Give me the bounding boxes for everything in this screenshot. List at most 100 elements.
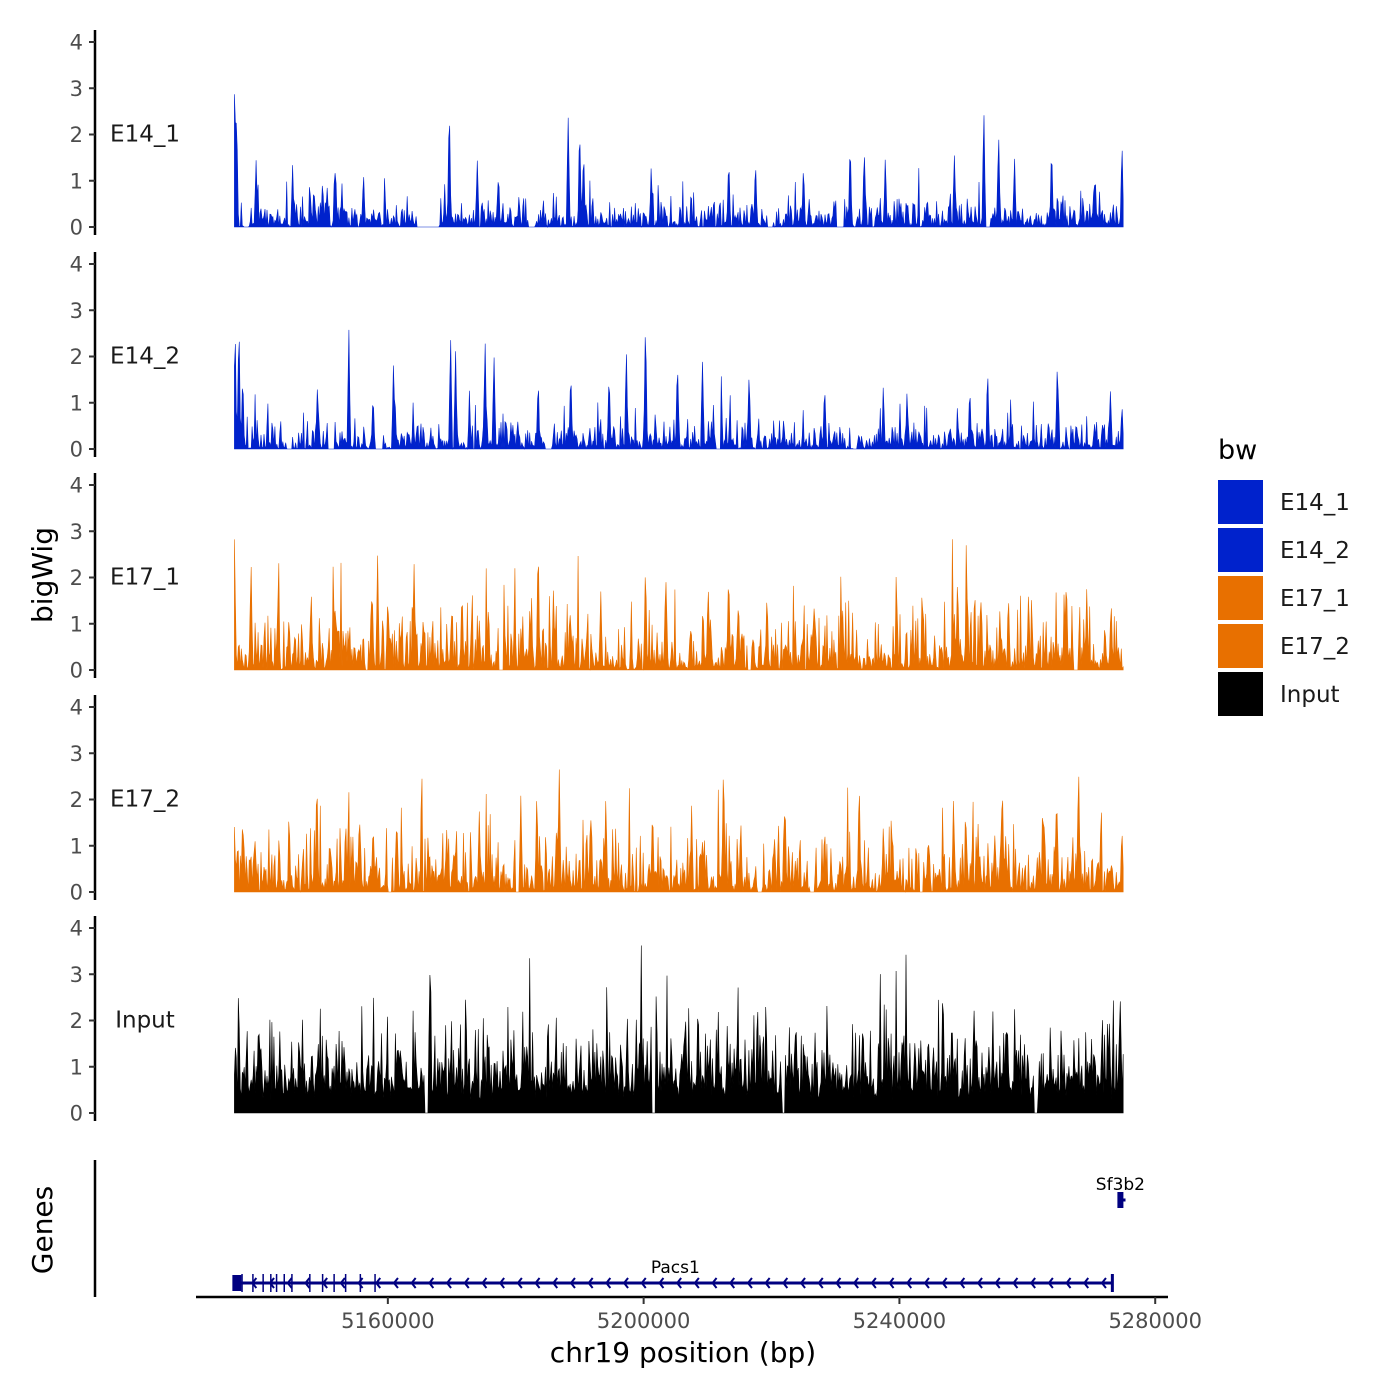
y-tick-label: 2 — [70, 1009, 83, 1033]
y-tick-label: 1 — [70, 391, 83, 415]
track-E14_2: 0 1 2 3 4 E14_2 — [70, 252, 1124, 462]
strand-arrow — [994, 1277, 1001, 1289]
track-label: E14_1 — [110, 122, 180, 148]
strand-arrow — [728, 1277, 736, 1289]
gene-exon — [232, 1275, 242, 1291]
strand-arrow — [286, 1277, 293, 1289]
legend-swatch — [1218, 576, 1263, 620]
track-label: E17_1 — [110, 565, 180, 591]
strand-arrow — [1065, 1277, 1072, 1289]
x-tick-label: 5200000 — [597, 1309, 691, 1333]
coverage-area — [234, 329, 1124, 451]
y-tick-label: 1 — [70, 1055, 83, 1079]
x-axis: 5160000 5200000 5240000 5280000 — [196, 1295, 1202, 1333]
legend-item: E17_2 — [1218, 624, 1350, 668]
strand-arrow — [1100, 1277, 1107, 1289]
track-E14_1: 0 1 2 3 4 E14_1 — [70, 30, 1124, 240]
strand-arrow — [852, 1277, 859, 1289]
strand-arrow — [339, 1277, 346, 1289]
gene-label: Pacs1 — [651, 1258, 700, 1278]
strand-arrow — [622, 1277, 629, 1289]
genes-axis-title: Genes — [26, 1186, 59, 1274]
legend-label: E17_1 — [1280, 586, 1350, 612]
y-tick-label: 0 — [70, 216, 83, 240]
y-tick-label: 3 — [70, 963, 83, 987]
track-label: E17_2 — [110, 787, 180, 813]
strand-arrow — [746, 1277, 753, 1289]
y-tick-label: 3 — [70, 299, 83, 323]
strand-arrow — [835, 1277, 842, 1289]
strand-arrow — [959, 1277, 966, 1289]
legend-item: E14_1 — [1218, 480, 1350, 524]
strand-arrow — [463, 1277, 470, 1289]
strand-arrow — [410, 1277, 417, 1289]
legend-swatch — [1218, 624, 1263, 668]
legend-swatch — [1218, 480, 1263, 524]
y-tick-label: 0 — [70, 1102, 83, 1126]
strand-arrow — [905, 1277, 913, 1289]
legend: bw E14_1 E14_2 E17_1 E17_2 Input — [1218, 435, 1350, 716]
y-tick-label: 2 — [70, 345, 83, 369]
y-tick-label: 1 — [70, 612, 83, 636]
strand-arrow — [764, 1277, 771, 1289]
strand-arrow — [392, 1277, 399, 1289]
strand-arrow — [481, 1277, 488, 1289]
y-tick-label: 4 — [70, 474, 83, 498]
strand-arrow — [1029, 1277, 1036, 1289]
track-E17_2: 0 1 2 3 4 E17_2 — [70, 695, 1124, 905]
strand-arrow — [870, 1277, 877, 1289]
x-tick-label: 5160000 — [341, 1309, 435, 1333]
genes-track: Pacs1 Sf3b2 — [93, 1160, 1145, 1297]
strand-arrow — [658, 1277, 665, 1289]
legend-label: E14_2 — [1280, 538, 1350, 564]
legend-label: Input — [1280, 682, 1340, 708]
strand-arrow — [587, 1277, 594, 1289]
strand-arrow — [428, 1277, 435, 1289]
strand-arrow — [799, 1277, 806, 1289]
legend-swatch — [1218, 672, 1263, 716]
legend-swatch — [1218, 528, 1263, 572]
track-label: E14_2 — [110, 344, 180, 370]
coverage-area — [234, 539, 1124, 671]
y-tick-label: 3 — [70, 520, 83, 544]
strand-arrow — [569, 1277, 576, 1289]
y-tick-label: 1 — [70, 834, 83, 858]
y-tick-label: 1 — [70, 169, 83, 193]
gene-label: Sf3b2 — [1096, 1175, 1145, 1195]
coverage-area — [234, 945, 1124, 1114]
strand-arrow — [268, 1277, 275, 1289]
track-Input: 0 1 2 3 4 Input — [70, 916, 1124, 1126]
strand-arrow — [551, 1277, 559, 1289]
y-tick-label: 0 — [70, 659, 83, 683]
strand-arrow — [498, 1277, 505, 1289]
strand-arrow — [1047, 1277, 1054, 1289]
track-label: Input — [115, 1008, 175, 1034]
strand-arrow — [923, 1277, 930, 1289]
y-tick-label: 2 — [70, 788, 83, 812]
y-tick-label: 4 — [70, 31, 83, 55]
y-tick-label: 0 — [70, 881, 83, 905]
legend-item: E14_2 — [1218, 528, 1350, 572]
strand-arrow — [516, 1277, 523, 1289]
strand-arrow — [251, 1277, 258, 1289]
strand-arrow — [976, 1277, 983, 1289]
strand-arrow — [304, 1277, 311, 1289]
coverage-area — [234, 94, 1124, 229]
strand-arrow — [321, 1277, 328, 1289]
legend-label: E14_1 — [1280, 490, 1350, 516]
strand-arrow — [711, 1277, 718, 1289]
legend-title: bw — [1218, 435, 1257, 466]
strand-arrow — [693, 1277, 700, 1289]
coverage-area — [234, 769, 1124, 893]
legend-item: E17_1 — [1218, 576, 1350, 620]
x-tick-label: 5280000 — [1108, 1309, 1202, 1333]
strand-arrow — [534, 1277, 541, 1289]
strand-arrow — [817, 1277, 824, 1289]
strand-arrow — [1012, 1277, 1019, 1289]
y-tick-label: 4 — [70, 917, 83, 941]
x-axis-title: chr19 position (bp) — [550, 1336, 816, 1369]
y-tick-label: 4 — [70, 253, 83, 277]
track-E17_1: 0 1 2 3 4 E17_1 — [70, 473, 1124, 683]
strand-arrow — [675, 1277, 682, 1289]
strand-arrow — [941, 1277, 948, 1289]
